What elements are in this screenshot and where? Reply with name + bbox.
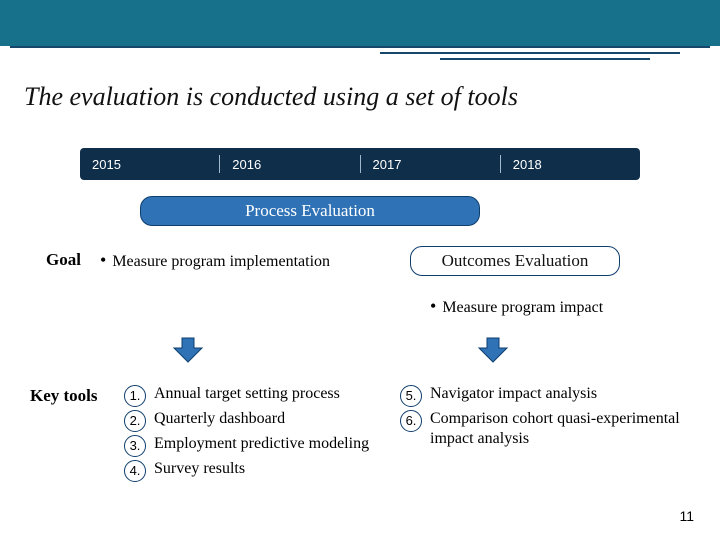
item-number: 2. [124,410,146,432]
item-text: Quarterly dashboard [154,409,404,429]
timeline-bar: 2015 2016 2017 2018 [80,148,640,180]
goal-process-text: Measure program implementation [100,250,390,271]
outcomes-evaluation-pill: Outcomes Evaluation [410,246,620,276]
slide-title: The evaluation is conducted using a set … [24,82,696,112]
item-number: 3. [124,435,146,457]
timeline-year: 2015 [80,155,219,173]
page-number: 11 [679,508,694,524]
item-text: Navigator impact analysis [430,384,690,404]
timeline-year: 2016 [219,155,359,173]
list-item: 3. Employment predictive modeling [124,434,404,457]
goal-outcomes-text: Measure program impact [430,296,690,317]
down-arrow-icon [475,336,511,364]
list-item: 5. Navigator impact analysis [400,384,690,407]
item-text: Annual target setting process [154,384,404,404]
list-item: 1. Annual target setting process [124,384,404,407]
key-tools-left-list: 1. Annual target setting process 2. Quar… [124,384,404,484]
list-item: 2. Quarterly dashboard [124,409,404,432]
process-evaluation-pill: Process Evaluation [140,196,480,226]
key-tools-right-list: 5. Navigator impact analysis 6. Comparis… [400,384,690,451]
item-text: Comparison cohort quasi-experimental imp… [430,409,690,449]
item-text: Survey results [154,459,404,479]
timeline-year: 2017 [360,155,500,173]
list-item: 6. Comparison cohort quasi-experimental … [400,409,690,449]
timeline-year: 2018 [500,155,640,173]
item-number: 5. [400,385,422,407]
key-tools-label: Key tools [30,386,98,406]
down-arrow-icon [170,336,206,364]
item-number: 1. [124,385,146,407]
item-number: 4. [124,460,146,482]
list-item: 4. Survey results [124,459,404,482]
header-bar [0,0,720,46]
header-underlines [0,46,720,70]
goal-label: Goal [46,250,81,270]
item-text: Employment predictive modeling [154,434,404,454]
item-number: 6. [400,410,422,432]
